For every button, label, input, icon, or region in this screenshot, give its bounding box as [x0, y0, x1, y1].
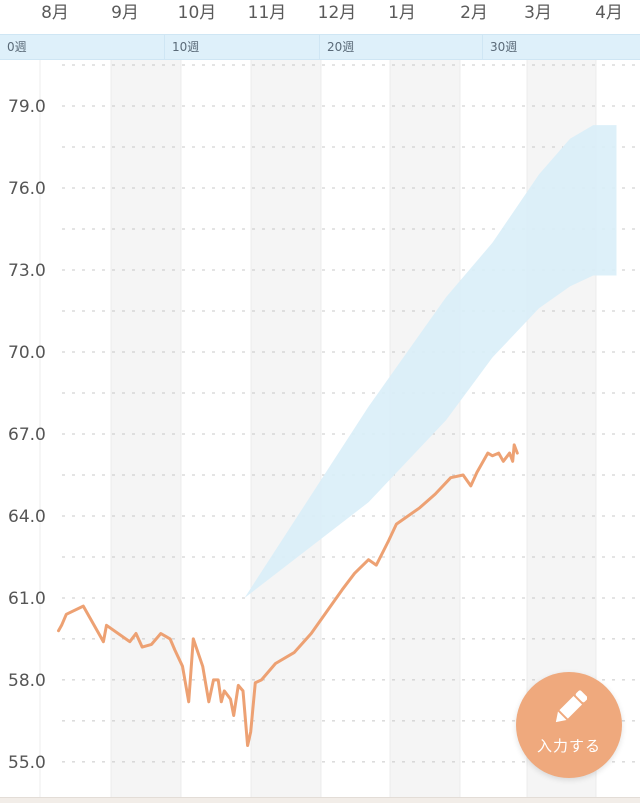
- month-label: 4月: [595, 3, 623, 23]
- y-tick-label: 73.0: [8, 261, 46, 281]
- y-tick-label: 67.0: [8, 425, 46, 445]
- pencil-icon: [555, 690, 587, 723]
- add-entry-button[interactable]: 入力する: [516, 672, 622, 778]
- month-label: 9月: [111, 3, 139, 23]
- y-tick-label: 79.0: [8, 97, 46, 117]
- month-label: 3月: [524, 3, 552, 23]
- week-label: 10週: [172, 40, 200, 54]
- week-separator: [482, 35, 483, 59]
- week-separator: [319, 35, 320, 59]
- month-stripe: [111, 60, 181, 797]
- weight-chart: 79.0 76.0 73.0 70.0 67.0 64.0 61.0 58.0 55.0: [8, 60, 640, 797]
- week-header: 0週 10週 20週 30週: [0, 34, 640, 60]
- week-label: 30週: [490, 40, 518, 54]
- y-tick-label: 55.0: [8, 753, 46, 773]
- target-range-band: [244, 125, 617, 598]
- week-label: 20週: [327, 40, 355, 54]
- y-tick-label: 76.0: [8, 179, 46, 199]
- y-tick-label: 70.0: [8, 343, 46, 363]
- y-tick-label: 64.0: [8, 507, 46, 527]
- week-label: 0週: [7, 40, 27, 54]
- y-tick-label: 61.0: [8, 589, 46, 609]
- month-label: 10月: [177, 3, 217, 23]
- add-entry-label: 入力する: [536, 737, 601, 755]
- y-axis-ticks: 79.0 76.0 73.0 70.0 67.0 64.0 61.0 58.0 55.0: [8, 97, 46, 773]
- month-label: 1月: [388, 3, 416, 23]
- week-separator: [164, 35, 165, 59]
- month-label: 12月: [317, 3, 357, 23]
- y-tick-label: 58.0: [8, 671, 46, 691]
- weight-line-group: [57, 443, 519, 747]
- month-label: 8月: [41, 3, 69, 23]
- month-label: 2月: [460, 3, 488, 23]
- month-label: 11月: [247, 3, 287, 23]
- month-stripe: [251, 60, 321, 797]
- bottom-bar: [0, 797, 640, 803]
- weight-line: [57, 443, 519, 747]
- month-header: 8月 9月 10月 11月 12月 1月 2月 3月 4月: [0, 0, 640, 34]
- month-stripes: [39, 60, 597, 797]
- target-range-area: [244, 125, 617, 598]
